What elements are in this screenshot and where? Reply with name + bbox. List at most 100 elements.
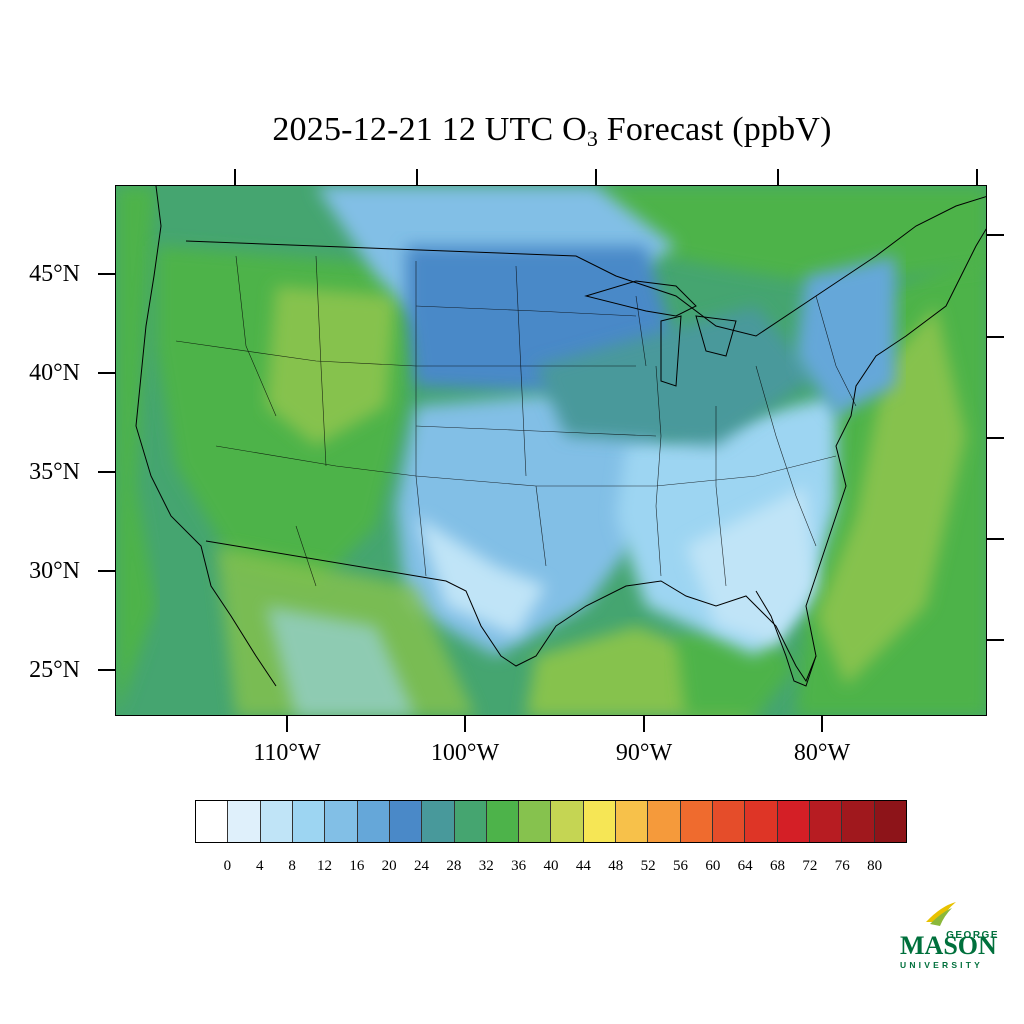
- rockies-region: [266, 286, 396, 446]
- lat-label-25: 25°N: [29, 657, 80, 683]
- colorbar-label: 44: [575, 858, 591, 874]
- pacific-coastline: [135, 186, 277, 687]
- logo-leaf-icon: [930, 908, 952, 926]
- colorbar-swatch-8: [454, 801, 487, 842]
- colorbar-swatch-20: [842, 801, 875, 842]
- colorbar-swatch-21: [874, 801, 906, 842]
- lon-label-100w: 100°W: [430, 740, 500, 766]
- southeast-light: [686, 486, 816, 646]
- top-tick-2: [416, 169, 418, 185]
- lake-michigan: [660, 315, 682, 387]
- top-tick-3: [595, 169, 597, 185]
- coastline-group: [135, 186, 986, 687]
- colorbar-swatch-14: [648, 801, 681, 842]
- colorbar-label: 8: [288, 858, 296, 874]
- lat-label-35: 35°N: [29, 459, 80, 485]
- map-canvas: [116, 186, 986, 715]
- colorbar-swatch-4: [325, 801, 358, 842]
- right-tick-2: [987, 336, 1004, 338]
- colorbar-swatch-11: [551, 801, 584, 842]
- colorbar-swatch-1: [228, 801, 261, 842]
- colorbar-swatch-17: [745, 801, 778, 842]
- colorbar-swatch-6: [389, 801, 423, 842]
- right-tick-3: [987, 437, 1004, 439]
- logo-bottom-text: UNIVERSITY: [900, 960, 983, 970]
- colorbar-label: 48: [608, 858, 624, 874]
- colorbar-swatch-16: [713, 801, 746, 842]
- colorbar-swatch-5: [357, 801, 390, 842]
- bottom-tick-1: [286, 716, 288, 732]
- lake-superior: [584, 280, 697, 317]
- map-title: 2025-12-21 12 UTC O3 Forecast (ppbV): [0, 108, 1024, 161]
- colorbar-label: 28: [446, 858, 462, 874]
- pacific-region: [116, 186, 156, 715]
- title-subscript: 3: [586, 126, 599, 151]
- florida-outline: [755, 590, 817, 687]
- texas-light: [416, 516, 546, 636]
- george-mason-logo: GEORGE MASON UNIVERSITY: [896, 900, 1006, 972]
- colorbar-label: 60: [705, 858, 721, 874]
- colorbar-label: 64: [737, 858, 753, 874]
- right-tick-5: [987, 639, 1004, 641]
- colorbar-swatch-2: [260, 801, 293, 842]
- us-canada-border: [185, 196, 986, 337]
- colorbar-label: 76: [834, 858, 850, 874]
- atlantic-high-region: [816, 306, 966, 686]
- colorbar-label: 72: [802, 858, 818, 874]
- title-prefix: 2025-12-21 12 UTC O: [272, 111, 587, 148]
- bottom-tick-4: [821, 716, 823, 732]
- lon-label-80w: 80°W: [793, 740, 851, 766]
- left-tick-5: [98, 669, 115, 671]
- colorbar-label: 20: [381, 858, 397, 874]
- logo-top-text: GEORGE: [946, 930, 999, 941]
- state-borders: [175, 255, 857, 587]
- lon-label-90w: 90°W: [615, 740, 673, 766]
- colorbar-swatch-7: [422, 801, 455, 842]
- ozone-forecast-map: [115, 185, 987, 716]
- midwest-region: [536, 306, 816, 446]
- top-tick-4: [777, 169, 779, 185]
- colorbar-swatch-15: [680, 801, 713, 842]
- colorbar-swatch-0: [196, 801, 229, 842]
- colorbar-label: 24: [414, 858, 430, 874]
- colorbar-label: 56: [672, 858, 688, 874]
- colorbar-label: 52: [640, 858, 656, 874]
- mexico-valley: [266, 606, 416, 715]
- colorbar-label: 0: [223, 858, 232, 874]
- colorbar-swatch-9: [486, 801, 520, 842]
- colorbar-swatch-13: [616, 801, 649, 842]
- colorbar-swatch-18: [777, 801, 810, 842]
- colorbar-label: 80: [867, 858, 883, 874]
- colorbar-label: 68: [770, 858, 786, 874]
- colorbar-swatch-19: [809, 801, 843, 842]
- top-tick-1: [234, 169, 236, 185]
- lon-label-110w: 110°W: [253, 740, 321, 766]
- left-tick-2: [98, 372, 115, 374]
- logo-flame-icon: [926, 902, 956, 922]
- logo-graphic: GEORGE MASON UNIVERSITY: [900, 902, 999, 970]
- bottom-tick-3: [643, 716, 645, 732]
- us-coastline: [205, 228, 986, 683]
- colorbar: [195, 800, 907, 843]
- bottom-tick-2: [464, 716, 466, 732]
- northeast-region: [796, 256, 896, 416]
- gulf-east-region: [676, 626, 796, 715]
- colorbar-label: 16: [349, 858, 365, 874]
- lat-label-45: 45°N: [29, 261, 80, 287]
- colorbar-swatch-12: [583, 801, 617, 842]
- left-tick-4: [98, 570, 115, 572]
- colorbar-label: 4: [255, 858, 264, 874]
- left-tick-1: [98, 273, 115, 275]
- colorbar-label: 40: [543, 858, 559, 874]
- colorbar-label: 12: [316, 858, 332, 874]
- left-tick-3: [98, 471, 115, 473]
- right-tick-4: [987, 538, 1004, 540]
- colorbar-swatch-3: [292, 801, 326, 842]
- colorbar-label: 32: [478, 858, 494, 874]
- lake-huron: [695, 315, 737, 357]
- right-tick-1: [987, 234, 1004, 236]
- colorbar-swatch-10: [519, 801, 552, 842]
- title-suffix: Forecast (ppbV): [598, 111, 832, 148]
- top-tick-5: [976, 169, 978, 185]
- logo-main-text: MASON: [900, 931, 997, 960]
